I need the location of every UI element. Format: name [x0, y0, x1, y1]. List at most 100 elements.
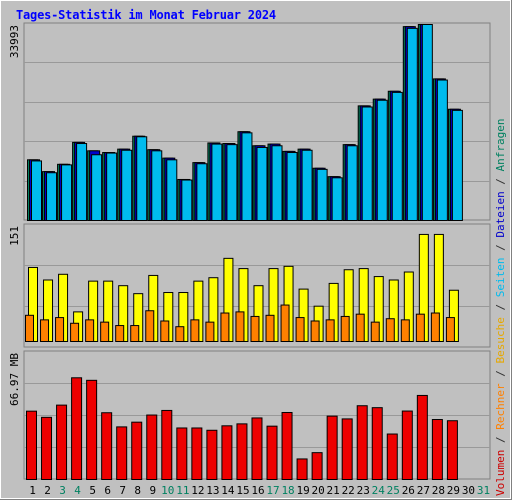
bar-rechner-day-28 — [430, 312, 440, 343]
legend-part-6: Seiten — [494, 258, 507, 298]
bar-volumen-day-29 — [446, 420, 458, 480]
right-legend: Volumen / Rechner / Besuche / Seiten / D… — [494, 118, 507, 496]
bar-rechner-day-22 — [340, 315, 350, 343]
x-tick-label-26: 26 — [402, 484, 415, 497]
bar-volumen-day-2 — [41, 416, 53, 481]
bar-rechner-day-12 — [190, 319, 200, 342]
x-tick-label-21: 21 — [327, 484, 340, 497]
bar-volumen-day-20 — [311, 452, 323, 480]
bar-rechner-day-21 — [325, 319, 335, 342]
x-tick-label-29: 29 — [447, 484, 460, 497]
bar-seiten-day-22 — [346, 145, 358, 222]
bar-seiten-day-29 — [451, 109, 463, 221]
x-tick-label-2: 2 — [44, 484, 51, 497]
x-tick-label-8: 8 — [134, 484, 141, 497]
bar-rechner-day-15 — [235, 311, 245, 342]
bar-seiten-day-25 — [391, 91, 403, 222]
bar-volumen-day-10 — [161, 409, 173, 481]
x-tick-label-27: 27 — [417, 484, 430, 497]
bar-volumen-day-12 — [191, 427, 203, 480]
x-tick-label-7: 7 — [119, 484, 126, 497]
bar-rechner-day-19 — [295, 317, 305, 342]
bar-volumen-day-3 — [56, 404, 68, 480]
x-tick-label-23: 23 — [357, 484, 370, 497]
bar-rechner-day-23 — [355, 313, 365, 343]
bar-seiten-day-11 — [181, 179, 193, 222]
x-tick-label-3: 3 — [59, 484, 66, 497]
bar-rechner-day-11 — [175, 326, 185, 342]
bar-seiten-day-3 — [61, 164, 73, 221]
x-tick-label-1: 1 — [29, 484, 36, 497]
bar-volumen-day-4 — [71, 377, 83, 480]
bar-rechner-day-14 — [220, 312, 230, 343]
x-tick-label-30: 30 — [462, 484, 475, 497]
bar-seiten-day-8 — [136, 136, 148, 221]
bar-seiten-day-6 — [106, 152, 118, 221]
legend-part-5: / — [494, 297, 507, 317]
x-tick-label-28: 28 — [432, 484, 445, 497]
bar-seiten-day-16 — [256, 146, 268, 221]
legend-part-0: Volumen — [494, 450, 507, 496]
x-tick-label-15: 15 — [236, 484, 249, 497]
bar-seiten-day-4 — [76, 143, 88, 221]
bar-seiten-day-2 — [46, 172, 58, 222]
bar-seiten-day-28 — [436, 79, 448, 221]
bar-volumen-day-11 — [176, 427, 188, 480]
x-tick-label-31: 31 — [477, 484, 490, 497]
bar-volumen-day-22 — [341, 418, 353, 480]
legend-part-9: / — [494, 171, 507, 191]
bar-volumen-day-18 — [281, 411, 293, 480]
legend-part-2: Rechner — [494, 383, 507, 430]
bar-volumen-day-1 — [26, 410, 37, 480]
bar-rechner-day-4 — [70, 322, 80, 343]
bar-rechner-day-13 — [205, 321, 215, 343]
legend-part-3: / — [494, 364, 507, 384]
legend-part-1: / — [494, 430, 507, 450]
bar-volumen-day-24 — [371, 407, 383, 480]
x-tick-label-13: 13 — [206, 484, 219, 497]
bar-seiten-day-10 — [166, 159, 178, 222]
bar-seiten-day-15 — [241, 132, 253, 222]
x-tick-label-11: 11 — [176, 484, 189, 497]
x-tick-label-14: 14 — [221, 484, 235, 497]
x-tick-label-22: 22 — [342, 484, 355, 497]
bar-volumen-day-23 — [356, 405, 368, 481]
bar-seiten-day-20 — [316, 168, 328, 221]
bar-volumen-day-7 — [116, 426, 128, 481]
bar-rechner-day-16 — [250, 315, 260, 343]
x-tick-label-4: 4 — [74, 484, 81, 497]
legend-part-7: / — [494, 238, 507, 258]
bar-rechner-day-25 — [385, 318, 395, 342]
bar-rechner-day-29 — [445, 317, 455, 342]
bar-seiten-day-5 — [91, 154, 103, 221]
x-tick-label-24: 24 — [372, 484, 386, 497]
bar-volumen-day-6 — [101, 412, 113, 480]
x-tick-label-6: 6 — [104, 484, 111, 497]
bar-volumen-day-28 — [431, 419, 443, 481]
bar-seiten-day-13 — [211, 143, 223, 222]
panel-bottom-max-label: 66.97 MB — [8, 353, 21, 406]
bar-rechner-day-1 — [25, 314, 34, 343]
bar-rechner-day-18 — [280, 304, 290, 343]
x-tick-label-9: 9 — [149, 484, 156, 497]
bar-rechner-day-6 — [100, 321, 110, 343]
legend-part-4: Besuche — [494, 317, 507, 363]
bar-rechner-day-3 — [55, 317, 65, 342]
bar-volumen-day-19 — [296, 458, 308, 481]
bar-volumen-day-8 — [131, 421, 143, 481]
panel-mid-max-label: 151 — [8, 226, 21, 246]
bar-seiten-day-14 — [226, 144, 238, 221]
bar-volumen-day-15 — [236, 423, 248, 481]
bar-seiten-day-21 — [331, 177, 343, 221]
x-tick-label-20: 20 — [312, 484, 325, 497]
bar-seiten-day-18 — [286, 152, 298, 221]
x-tick-label-5: 5 — [89, 484, 96, 497]
bar-rechner-day-7 — [115, 325, 125, 342]
x-tick-label-16: 16 — [251, 484, 264, 497]
bar-seiten-day-12 — [196, 163, 208, 221]
bar-rechner-day-2 — [40, 319, 50, 342]
bar-rechner-day-10 — [160, 320, 170, 342]
bar-seiten-day-1 — [31, 160, 42, 221]
bar-volumen-day-21 — [326, 415, 338, 481]
